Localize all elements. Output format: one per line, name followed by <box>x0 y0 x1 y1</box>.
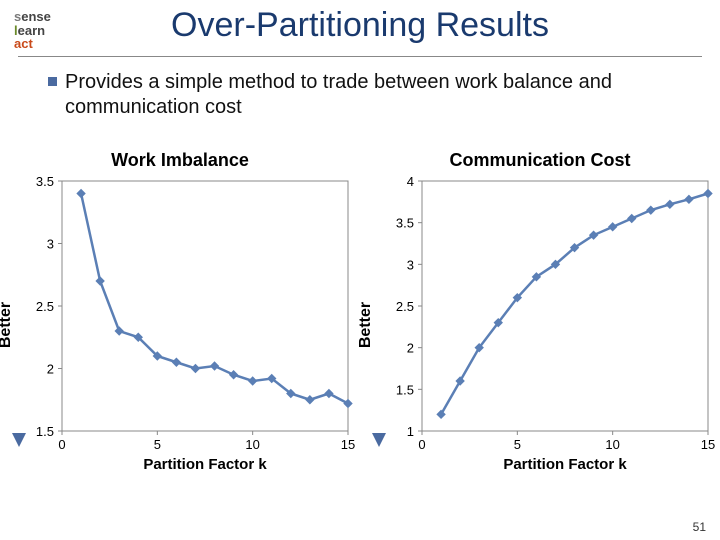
page-number: 51 <box>693 520 706 534</box>
left-chart-column: Work Imbalance Better 1.5 2 2.5 3 3.5 0 5 10 15 P… <box>0 150 360 510</box>
x-tick-label: 5 <box>514 437 521 452</box>
title-rule <box>18 56 702 57</box>
y-tick-label: 3 <box>407 257 414 272</box>
y-tick-label: 1 <box>407 424 414 439</box>
x-tick-label: 0 <box>418 437 425 452</box>
x-tick-label: 15 <box>341 437 355 452</box>
y-tick-label: 2.5 <box>36 299 54 314</box>
y-tick-label: 3.5 <box>36 175 54 189</box>
down-triangle-icon <box>12 433 26 447</box>
charts-row: Work Imbalance Better 1.522.533.5051015P… <box>0 150 720 510</box>
x-tick-label: 5 <box>154 437 161 452</box>
left-chart-wrap: Better 1.522.533.5051015Partition Factor… <box>26 175 356 475</box>
better-label-left: Better <box>0 302 15 348</box>
y-tick-label: 3 <box>47 237 54 252</box>
bullet-text: Provides a simple method to trade betwee… <box>65 70 688 120</box>
right-chart-title: Communication Cost <box>360 150 720 171</box>
right-chart: 1 1.5 2 2.5 3 3.5 4 0 5 10 15 Partition Factor k <box>386 175 716 475</box>
x-tick-label: 0 <box>58 437 65 452</box>
page-title: Over-Partitioning Results <box>0 6 720 45</box>
y-tick-label: 4 <box>407 175 414 189</box>
plot-area <box>62 181 348 431</box>
y-tick-label: 2 <box>47 362 54 377</box>
x-axis-label: Partition Factor k <box>143 456 267 473</box>
bullet-square-icon <box>48 77 57 86</box>
right-chart-wrap: Better 11.522.533.54051015Partition Fact… <box>386 175 716 475</box>
left-chart: 1.5 2 2.5 3 3.5 0 5 10 15 Partition Factor k <box>26 175 356 475</box>
x-tick-label: 10 <box>245 437 259 452</box>
better-label-right: Better <box>357 302 375 348</box>
plot-area <box>422 181 708 431</box>
y-tick-label: 2.5 <box>396 299 414 314</box>
y-tick-label: 2 <box>407 341 414 356</box>
y-tick-label: 1.5 <box>396 382 414 397</box>
down-triangle-icon <box>372 433 386 447</box>
right-chart-column: Communication Cost Better 1 1.5 2 2.5 3 3.5 4 0… <box>360 150 720 510</box>
y-tick-label: 3.5 <box>396 216 414 231</box>
x-axis-label: Partition Factor k <box>503 456 627 473</box>
bullet-item: Provides a simple method to trade betwee… <box>48 70 688 120</box>
left-chart-title: Work Imbalance <box>0 150 360 171</box>
x-tick-label: 15 <box>701 437 715 452</box>
y-tick-label: 1.5 <box>36 424 54 439</box>
x-tick-label: 10 <box>605 437 619 452</box>
